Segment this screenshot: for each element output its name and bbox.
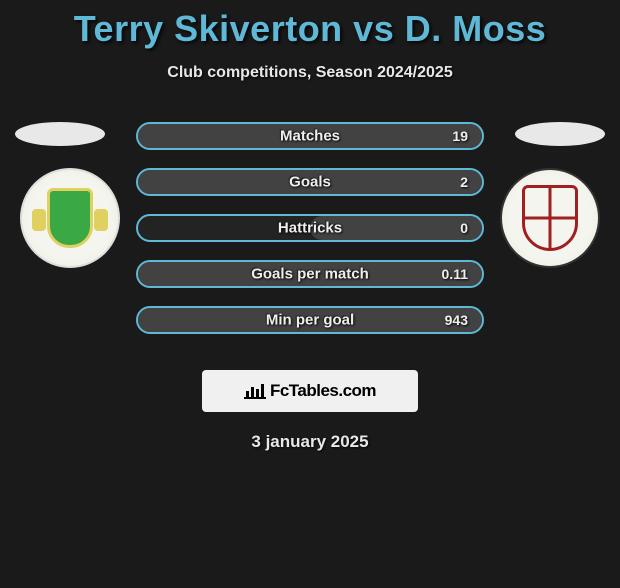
stat-label: Goals [289,174,331,191]
stat-bar: Goals per match 0.11 [136,260,484,288]
stat-bar: Hattricks 0 [136,214,484,242]
page-title: Terry Skiverton vs D. Moss [0,8,620,50]
player-left-oval [15,122,105,146]
stat-value: 2 [460,174,468,190]
stat-value: 19 [452,128,468,144]
subtitle: Club competitions, Season 2024/2025 [0,64,620,82]
brand-text: FcTables.com [270,381,376,401]
stat-value: 0 [460,220,468,236]
stat-bar: Goals 2 [136,168,484,196]
player-right-oval [515,122,605,146]
stats-list: Matches 19 Goals 2 Hattricks 0 Goals per match… [136,110,484,334]
brand-box: FcTables.com [202,370,418,412]
crest-left-icon [47,188,93,248]
team-badge-left [20,168,120,268]
stat-bar: Min per goal 943 [136,306,484,334]
chart-icon [244,382,266,400]
stat-bar: Matches 19 [136,122,484,150]
crest-right-icon [522,185,578,251]
stat-label: Min per goal [266,312,354,329]
date-label: 3 january 2025 [0,432,620,452]
stat-value: 0.11 [442,266,468,282]
stat-label: Matches [280,128,340,145]
stat-value: 943 [445,312,468,328]
team-badge-right [500,168,600,268]
comparison-panel: Matches 19 Goals 2 Hattricks 0 Goals per match… [0,110,620,360]
brand-label: FcTables.com [244,381,376,401]
stat-label: Hattricks [278,220,342,237]
stat-label: Goals per match [251,266,369,283]
